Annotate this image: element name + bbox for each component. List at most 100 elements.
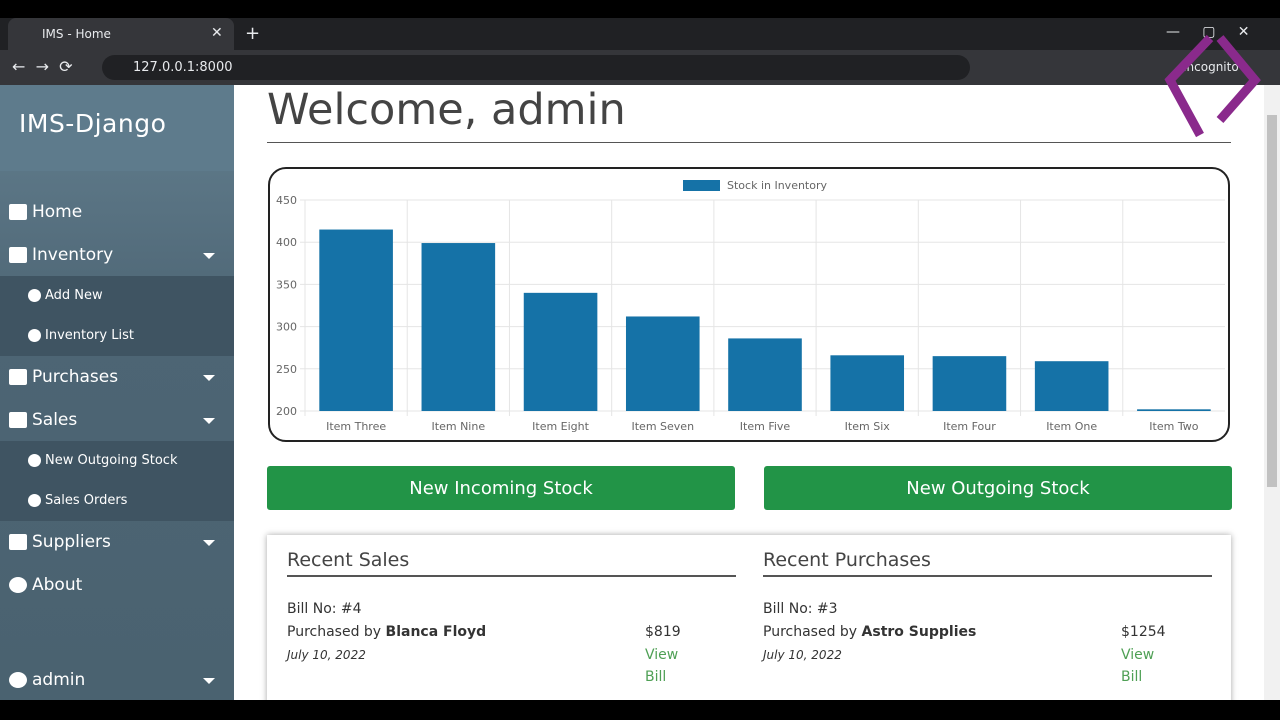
page-title: Welcome, admin: [267, 85, 626, 135]
x-tick-label: Item Six: [845, 420, 891, 433]
nav-label: New Outgoing Stock: [45, 453, 178, 468]
tab-bar: IMS - Home ✕ + — ▢ ✕: [0, 18, 1280, 50]
chart: Stock in Inventory 200 250 300 350 400 450 Item…: [276, 179, 1225, 433]
x-tick-label: Item Five: [740, 420, 791, 433]
nav-label: Inventory: [32, 245, 114, 265]
nav-label: Home: [32, 202, 83, 222]
logo-stroke: [1216, 35, 1261, 123]
url-field[interactable]: 127.0.0.1:8000: [102, 55, 970, 80]
nav-item[interactable]: Inventory: [0, 234, 234, 277]
amount: $1254: [1121, 624, 1166, 640]
nav-item[interactable]: About: [0, 564, 234, 607]
logo-stroke: [1164, 34, 1214, 138]
date: July 10, 2022: [763, 648, 842, 662]
nav-label: Suppliers: [32, 532, 111, 552]
y-tick-label: 200: [276, 405, 297, 418]
rule: [267, 142, 1231, 143]
brand[interactable]: IMS-Django: [0, 85, 234, 171]
by-label: Purchased by: [287, 624, 382, 640]
bill-no: Bill No: #4: [287, 601, 362, 617]
bar: [830, 355, 905, 411]
legend-swatch: [683, 180, 720, 191]
tab-close[interactable]: ✕: [211, 25, 223, 41]
sub-item[interactable]: Sales Orders: [0, 481, 234, 521]
y-tick-label: 450: [276, 194, 297, 207]
x-tick-label: Item One: [1046, 420, 1097, 433]
bar: [932, 356, 1007, 411]
date: July 10, 2022: [287, 648, 366, 662]
bar: [421, 243, 496, 411]
purchaser-name: Astro Supplies: [861, 624, 977, 640]
icon: [9, 204, 27, 220]
y-tick-label: 350: [276, 278, 297, 291]
nav-item[interactable]: Purchases: [0, 356, 234, 399]
profile[interactable]: Incognito: [1157, 57, 1239, 74]
recent-card: Recent Sales Bill No: #4 Purchased by Bl…: [267, 535, 1231, 700]
purchaser: Purchased by Blanca Floyd: [287, 624, 486, 640]
sidebar: IMS-Django Home Inventory Add New Invent…: [0, 85, 234, 700]
amount: $819: [645, 624, 681, 640]
by-label: Purchased by: [763, 624, 858, 640]
x-tick-label: Item Seven: [632, 420, 695, 433]
address-bar: ← → ⟳ 127.0.0.1:8000 Incognito: [0, 50, 1280, 85]
y-tick-label: 250: [276, 363, 297, 376]
tab[interactable]: IMS - Home ✕: [8, 18, 234, 50]
nav-item[interactable]: Home: [0, 191, 234, 234]
nav-label: Inventory List: [45, 328, 134, 343]
nav-buttons[interactable]: ← → ⟳: [12, 57, 73, 76]
bar: [319, 229, 393, 411]
recent-column: Recent Purchases Bill No: #3 Purchased b…: [763, 549, 1212, 685]
icon: [9, 577, 27, 593]
bar: [1034, 361, 1109, 411]
caret: [203, 418, 215, 424]
bar: [625, 316, 700, 411]
nav-label: Sales: [32, 410, 78, 430]
nav-label: About: [32, 575, 83, 595]
section-title: Recent Purchases: [763, 549, 1212, 577]
caret: [203, 540, 215, 546]
y-tick-label: 300: [276, 321, 297, 334]
recent-column: Recent Sales Bill No: #4 Purchased by Bl…: [287, 549, 736, 685]
icon: [9, 672, 27, 688]
legend-label: Stock in Inventory: [727, 179, 827, 192]
view-bill[interactable]: View Bill: [645, 647, 679, 685]
bar: [523, 292, 598, 411]
sub-item[interactable]: Add New: [0, 276, 234, 316]
user-menu[interactable]: admin: [0, 659, 234, 702]
y-tick-label: 400: [276, 236, 297, 249]
x-tick-label: Item Nine: [432, 420, 486, 433]
icon: [9, 369, 27, 385]
x-tick-label: Item Three: [326, 420, 386, 433]
caret: [203, 375, 215, 381]
nav-label: Add New: [45, 288, 103, 303]
bar: [1137, 409, 1211, 411]
icon: [9, 247, 27, 263]
user-name: admin: [32, 670, 86, 690]
x-tick-label: Item Two: [1149, 420, 1198, 433]
chart-card: Stock in Inventory 200 250 300 350 400 450 Item…: [268, 167, 1230, 442]
main: Welcome, admin Stock in Inventory 200 250 3…: [234, 85, 1264, 700]
window-controls[interactable]: — ▢ ✕: [1166, 24, 1250, 40]
nav-label: Purchases: [32, 367, 119, 387]
nav-item[interactable]: Suppliers: [0, 521, 234, 564]
new-tab[interactable]: +: [245, 23, 261, 44]
scroll-thumb[interactable]: [1267, 115, 1277, 487]
purchaser-name: Blanca Floyd: [385, 624, 487, 640]
icon: [9, 534, 27, 550]
button[interactable]: New Outgoing Stock: [764, 466, 1232, 510]
button[interactable]: New Incoming Stock: [267, 466, 735, 510]
scrollbar[interactable]: [1264, 85, 1280, 700]
sub-item[interactable]: New Outgoing Stock: [0, 441, 234, 481]
sub-item[interactable]: Inventory List: [0, 316, 234, 356]
icon: [9, 412, 27, 428]
x-tick-label: Item Four: [943, 420, 996, 433]
view-bill[interactable]: View Bill: [1121, 647, 1155, 685]
nav-item[interactable]: Sales: [0, 399, 234, 442]
bar: [728, 338, 802, 411]
tab-title: IMS - Home: [42, 27, 111, 41]
logo: [1164, 34, 1261, 138]
x-tick-label: Item Eight: [532, 420, 589, 433]
purchaser: Purchased by Astro Supplies: [763, 624, 976, 640]
